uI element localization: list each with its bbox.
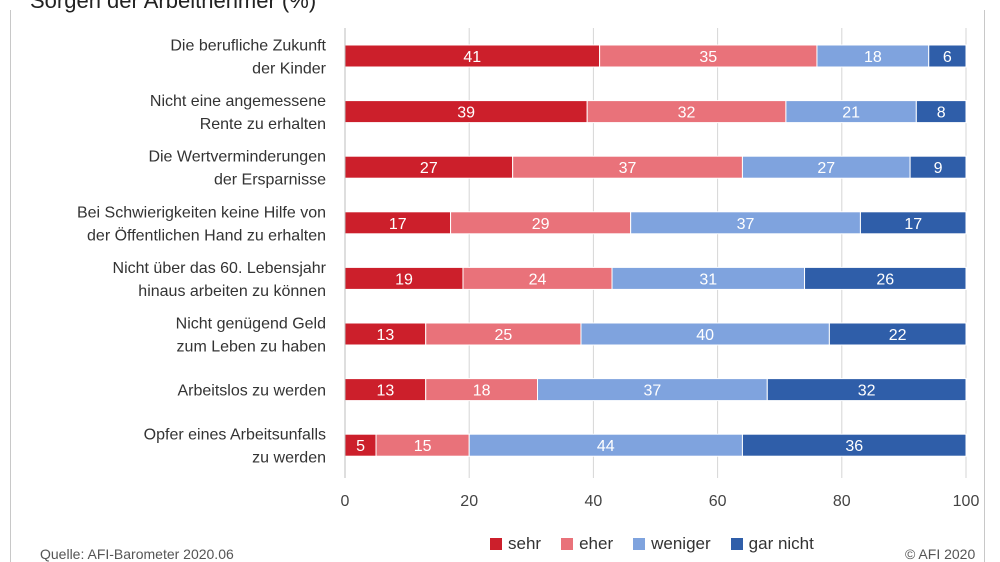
data-label-eher-4: 24 — [529, 271, 547, 288]
chart-frame — [10, 10, 985, 562]
data-label-sehr-4: 19 — [395, 271, 413, 288]
category-label-7-0: Opfer eines Arbeitsunfalls — [144, 427, 326, 444]
x-tick-label-60: 60 — [709, 493, 727, 510]
data-label-eher-0: 35 — [699, 49, 717, 66]
bar-gar-nicht-6 — [766, 378, 967, 402]
data-label-weniger-0: 18 — [864, 49, 882, 66]
x-tick-label-20: 20 — [460, 493, 478, 510]
category-label-4-1: hinaus arbeiten zu können — [138, 283, 326, 300]
category-label-3-1: der Öffentlichen Hand zu erhalten — [87, 226, 326, 244]
data-label-weniger-7: 44 — [597, 438, 615, 455]
data-label-eher-6: 18 — [473, 383, 491, 400]
data-label-weniger-4: 31 — [699, 271, 717, 288]
data-label-gar-nicht-3: 17 — [904, 216, 922, 233]
data-label-sehr-2: 27 — [420, 160, 438, 177]
legend-label-eher: eher — [579, 534, 614, 553]
data-label-gar-nicht-2: 9 — [934, 160, 943, 177]
legend-item-weniger: weniger — [633, 534, 711, 554]
category-label-1-1: Rente zu erhalten — [200, 116, 326, 133]
category-label-6-0: Arbeitslos zu werden — [177, 383, 326, 400]
x-tick-label-100: 100 — [953, 493, 980, 510]
x-tick-label-80: 80 — [833, 493, 851, 510]
category-label-1-0: Nicht eine angemessene — [150, 93, 326, 110]
category-label-5-0: Nicht genügend Geld — [176, 316, 326, 333]
category-label-0-0: Die berufliche Zukunft — [170, 38, 326, 55]
data-label-eher-1: 32 — [678, 105, 696, 122]
category-label-3-0: Bei Schwierigkeiten keine Hilfe von — [77, 204, 326, 221]
legend-label-gar-nicht: gar nicht — [748, 534, 814, 553]
data-label-sehr-5: 13 — [376, 327, 394, 344]
x-tick-label-40: 40 — [585, 493, 603, 510]
bar-gar-nicht-3 — [859, 211, 967, 235]
data-label-eher-7: 15 — [414, 438, 432, 455]
category-label-4-0: Nicht über das 60. Lebensjahr — [113, 260, 327, 277]
bar-gar-nicht-1 — [915, 100, 967, 124]
data-label-eher-5: 25 — [494, 327, 512, 344]
data-label-eher-2: 37 — [619, 160, 637, 177]
legend-swatch-weniger — [633, 538, 646, 550]
data-label-weniger-5: 40 — [696, 327, 714, 344]
legend-item-sehr: sehr — [490, 534, 541, 554]
legend-swatch-sehr — [490, 538, 502, 550]
chart-title: Sorgen der Arbeitnehmer (%) — [30, 0, 317, 13]
bar-gar-nicht-0 — [928, 44, 967, 68]
bar-gar-nicht-7 — [741, 433, 967, 457]
bar-gar-nicht-5 — [828, 322, 967, 346]
legend-swatch-eher — [561, 538, 574, 550]
data-label-weniger-6: 37 — [643, 383, 661, 400]
data-label-gar-nicht-7: 36 — [845, 438, 863, 455]
data-label-eher-3: 29 — [532, 216, 550, 233]
category-label-5-1: zum Leben zu haben — [177, 339, 326, 356]
category-label-2-1: der Ersparnisse — [214, 172, 326, 189]
data-label-sehr-6: 13 — [376, 383, 394, 400]
legend: sehr eher weniger gar nicht — [490, 534, 814, 554]
source-note: Quelle: AFI-Barometer 2020.06 — [40, 546, 234, 562]
legend-item-eher: eher — [561, 534, 613, 554]
legend-label-weniger: weniger — [651, 534, 711, 553]
category-label-2-0: Die Wertverminderungen — [148, 149, 326, 166]
data-label-gar-nicht-1: 8 — [937, 105, 946, 122]
data-label-gar-nicht-5: 22 — [889, 327, 907, 344]
data-label-gar-nicht-0: 6 — [943, 49, 952, 66]
data-label-sehr-1: 39 — [457, 105, 475, 122]
bar-gar-nicht-4 — [804, 266, 967, 290]
data-label-weniger-1: 21 — [842, 105, 860, 122]
category-label-7-1: zu werden — [252, 450, 326, 467]
legend-item-gar-nicht: gar nicht — [730, 534, 814, 554]
x-tick-label-0: 0 — [341, 493, 350, 510]
data-label-sehr-0: 41 — [463, 49, 481, 66]
legend-label-sehr: sehr — [508, 534, 542, 553]
data-label-sehr-3: 17 — [389, 216, 407, 233]
data-label-gar-nicht-4: 26 — [876, 271, 894, 288]
copyright-note: © AFI 2020 — [905, 546, 976, 562]
bar-gar-nicht-2 — [909, 155, 967, 179]
data-label-weniger-2: 27 — [817, 160, 835, 177]
legend-swatch-gar-nicht — [730, 538, 743, 550]
category-label-0-1: der Kinder — [252, 61, 326, 78]
data-label-weniger-3: 37 — [737, 216, 755, 233]
data-label-sehr-7: 5 — [356, 438, 365, 455]
data-label-gar-nicht-6: 32 — [858, 383, 876, 400]
